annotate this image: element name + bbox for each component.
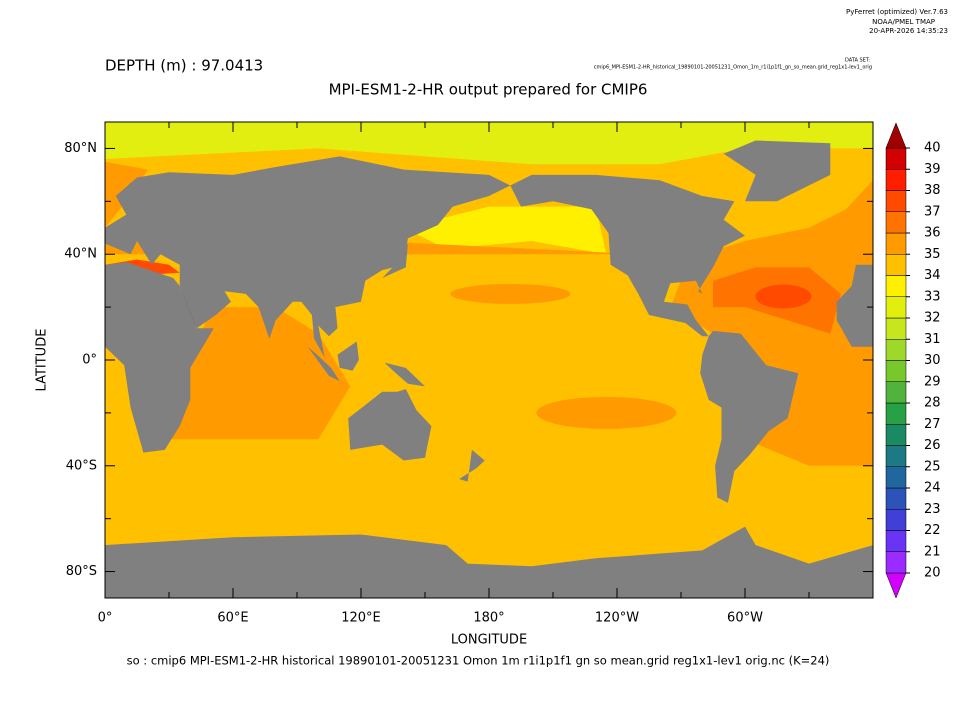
chart-title: MPI-ESM1-2-HR output prepared for CMIP6: [329, 81, 648, 99]
colorbar-bin: [885, 147, 907, 170]
map: [105, 122, 873, 598]
colorbar-bin: [885, 381, 907, 404]
colorbar-bin: [885, 530, 907, 552]
colorbar-label: 31: [924, 332, 941, 347]
colorbar-bin: [885, 169, 907, 191]
software-label: PyFerret (optimized) Ver.7.63: [846, 8, 948, 16]
colorbar-bin: [885, 254, 907, 276]
colorbar-bin: [885, 424, 907, 446]
colorbar-label: 21: [924, 544, 941, 559]
colorbar-bin: [885, 360, 907, 382]
colorbar-bin: [885, 211, 907, 234]
colorbar-label: 32: [924, 311, 941, 326]
x-tick-label: 120°E: [341, 611, 381, 626]
land: [348, 389, 432, 461]
colorbar-label: 36: [924, 226, 941, 241]
colorbar-over: [885, 122, 907, 149]
colorbar-label: 39: [924, 162, 941, 177]
y-axis-label: LATITUDE: [35, 329, 50, 392]
colorbar-label: 30: [924, 353, 941, 368]
x-tick-label: 180°: [473, 611, 504, 626]
land: [836, 264, 873, 347]
land: [105, 156, 511, 358]
colorbar-label: 24: [924, 481, 941, 496]
land: [382, 243, 408, 278]
x-tick-label: 60°E: [217, 611, 248, 626]
colorbar-label: 23: [924, 502, 941, 517]
colorbar-bin: [885, 232, 907, 255]
colorbar-label: 20: [924, 566, 941, 581]
colorbar-bin: [885, 445, 907, 467]
colorbar-label: 22: [924, 523, 941, 538]
colorbar-label: 27: [924, 417, 941, 432]
north-pacific-low: [403, 206, 607, 255]
land: [337, 341, 359, 371]
colorbar-bin: [885, 190, 907, 212]
land: [510, 174, 745, 337]
y-tick-label: 40°S: [66, 458, 97, 473]
depth-label: DEPTH (m) : 97.0413: [105, 57, 263, 75]
x-tick-label: 0°: [98, 611, 113, 626]
colorbar-bin: [885, 466, 907, 489]
org-label: NOAA/PMEL TMAP: [872, 18, 935, 26]
colorbar-label: 40: [924, 141, 941, 156]
y-tick-label: 80°N: [64, 141, 97, 156]
land: [700, 330, 799, 503]
colorbar-bin: [885, 551, 907, 574]
colorbar-label: 34: [924, 268, 941, 283]
southern-ocean: [105, 471, 873, 546]
land: [459, 449, 485, 482]
north-pacific-high: [450, 283, 571, 304]
south-pacific-high: [536, 396, 677, 429]
colorbar-label: 33: [924, 289, 941, 304]
dataset-name: cmip6_MPI-ESM1-2-HR_historical_19890101-…: [594, 65, 872, 71]
colorbar-label: 35: [924, 247, 941, 262]
colorbar-label: 25: [924, 459, 941, 474]
colorbar-bin: [885, 402, 907, 425]
footnote: so : cmip6 MPI-ESM1-2-HR historical 1989…: [127, 654, 830, 668]
colorbar-label: 26: [924, 438, 941, 453]
y-tick-label: 0°: [82, 353, 97, 368]
x-tick-label: 120°W: [595, 611, 639, 626]
colorbar-bin: [885, 509, 907, 531]
colorbar-label: 37: [924, 204, 941, 219]
atlantic-zone: [670, 201, 873, 466]
y-tick-label: 40°N: [64, 247, 97, 262]
atlantic-max: [755, 284, 812, 309]
colorbar-bin: [885, 339, 907, 361]
colorbar-bin: [885, 487, 907, 510]
land: [307, 346, 340, 382]
colorbar-bin: [885, 317, 907, 340]
colorbar-label: 29: [924, 374, 941, 389]
land: [105, 262, 214, 453]
colorbar-label: 38: [924, 183, 941, 198]
x-tick-label: 60°W: [727, 611, 763, 626]
colorbar-bin: [885, 296, 907, 319]
land: [723, 140, 831, 202]
dataset-label: DATA SET:: [845, 58, 870, 64]
colorbar-bin: [885, 275, 907, 297]
timestamp: 20-APR-2026 14:35:23: [869, 27, 948, 35]
x-axis-label: LONGITUDE: [451, 633, 527, 648]
colorbar-label: 28: [924, 396, 941, 411]
colorbar-under: [885, 572, 907, 599]
land: [384, 362, 425, 387]
y-tick-label: 80°S: [66, 564, 97, 579]
